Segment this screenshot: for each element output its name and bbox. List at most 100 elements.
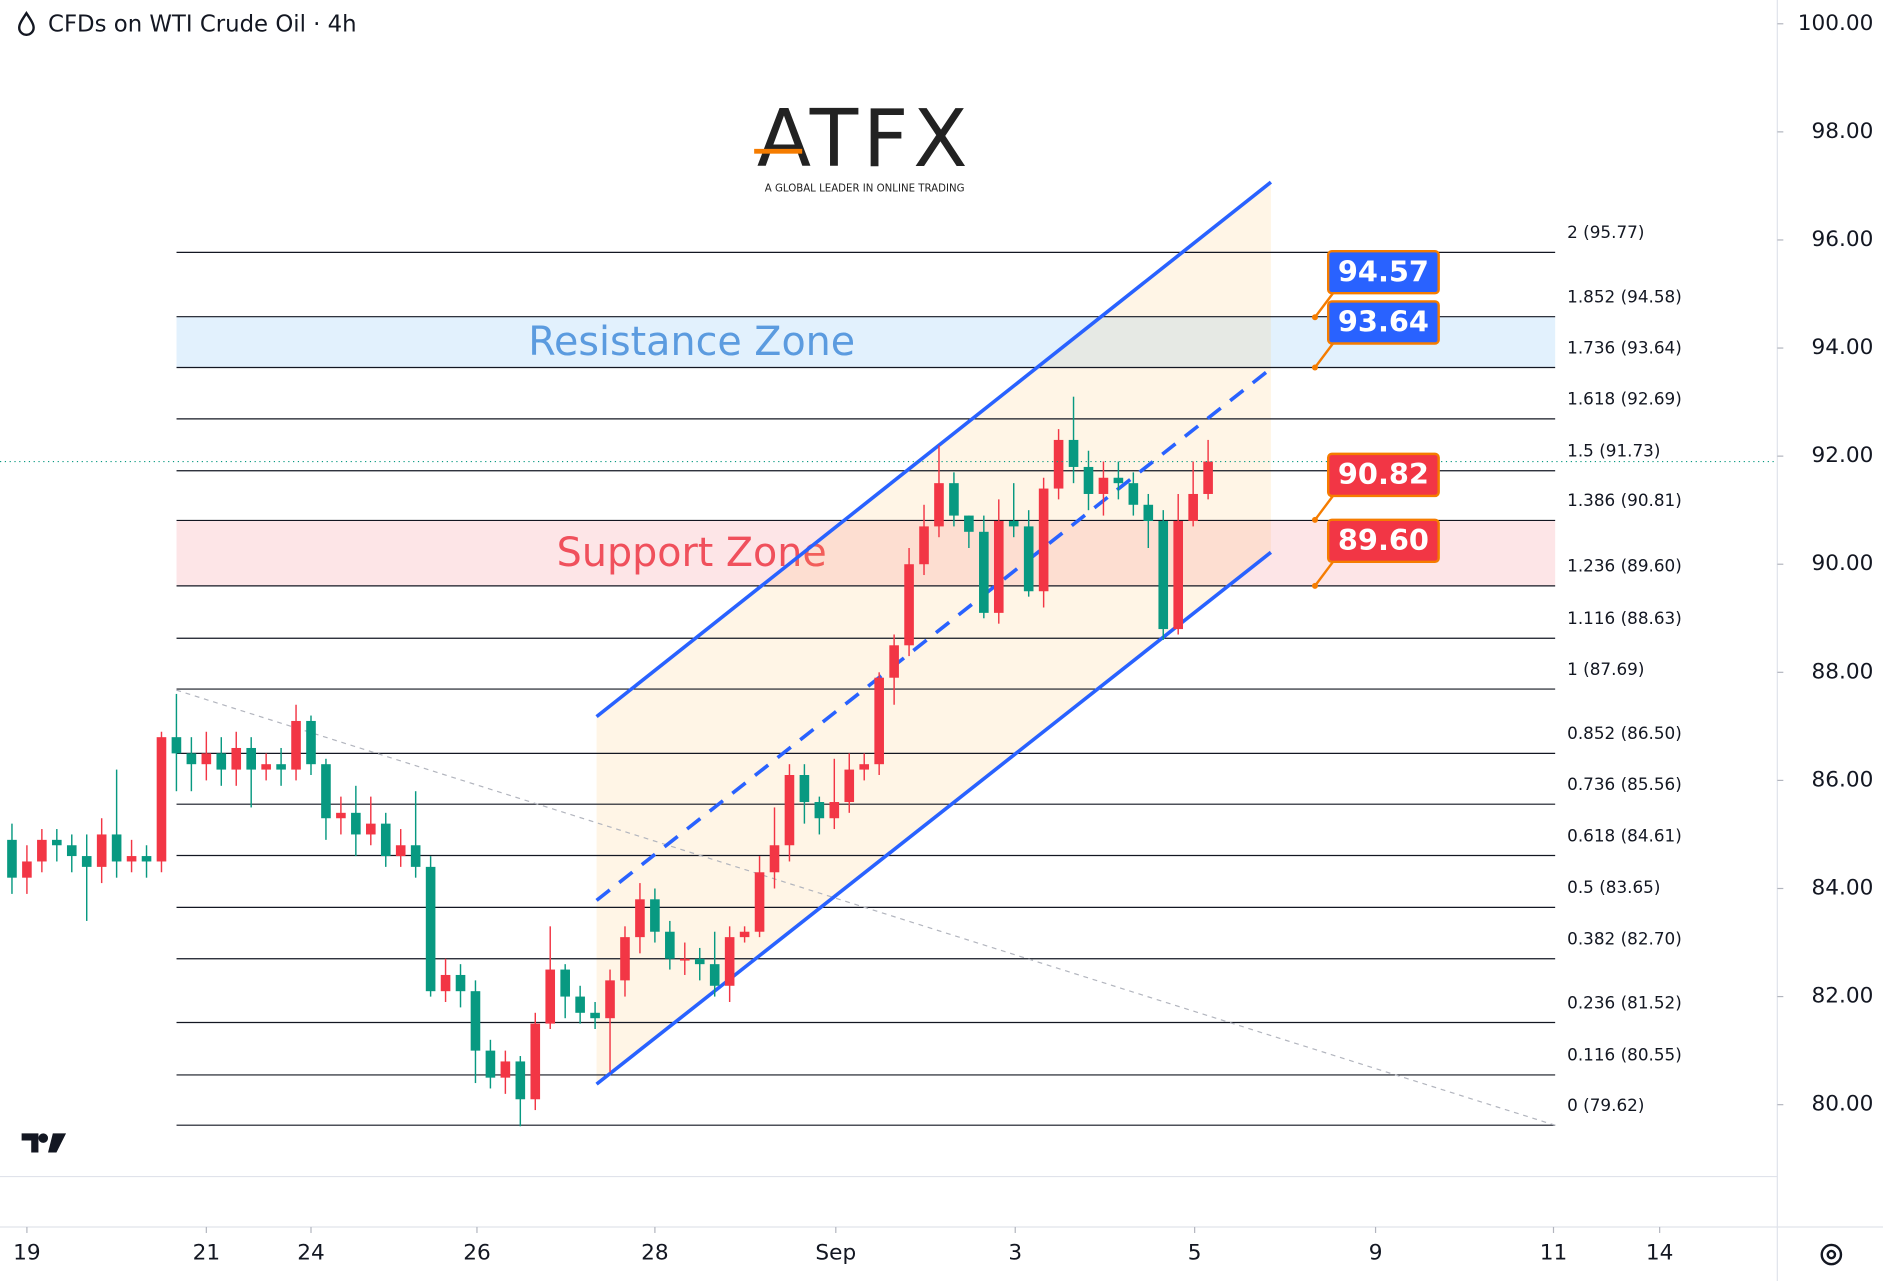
candle-body [1173,520,1184,630]
fib-label: 2 (95.77) [1567,222,1644,242]
tag-box [1326,250,1440,295]
y-tick-label: 80.00 [1812,1092,1874,1117]
candle-body [769,845,780,873]
candle-body [605,980,615,1019]
candle-body [231,747,242,770]
tag-leader [1314,292,1334,318]
candle-body [52,839,62,846]
candle-body [366,823,376,835]
fib-label: 1.236 (89.60) [1567,556,1682,576]
zone [176,316,1556,368]
zone [176,520,1556,586]
channel-lower [595,550,1273,1086]
candle-body [201,753,212,765]
logo: ATFX [757,92,973,185]
candle-body [66,845,77,857]
candle-body [1143,504,1154,521]
y-tick-label: 82.00 [1812,984,1874,1009]
candle-body [1008,520,1019,527]
x-tick-label: 9 [1369,1240,1383,1265]
fib-label: 1 (87.69) [1567,659,1644,679]
settings-icon[interactable] [1820,1243,1843,1266]
candle-body [1083,466,1094,494]
candle-body [500,1061,511,1078]
candle-body [515,1061,526,1100]
y-tick-label: 92.00 [1812,443,1874,468]
candle-body [560,969,570,997]
x-tick-label: 11 [1540,1240,1568,1265]
fib-label: 1.618 (92.69) [1567,389,1682,409]
tag-anchor [1311,582,1318,589]
candle-body [814,802,825,819]
candle-body [949,483,959,516]
x-tick-label: 5 [1188,1240,1202,1265]
candle-body [979,531,989,613]
tag-box [1326,518,1440,564]
candle-body [22,861,32,878]
y-tick-label: 94.00 [1812,335,1874,360]
candle-body [96,834,107,867]
candle-body [635,899,645,938]
candle-body [37,839,47,862]
candle-body [665,931,675,959]
candle-body [1068,439,1079,467]
y-tick-label: 90.00 [1812,551,1874,576]
candle-body [380,823,391,857]
fib-label: 0.382 (82.70) [1567,929,1682,949]
candle-body [934,483,944,527]
candle-body [216,753,227,770]
candle-body [455,974,466,992]
tag-leader [1314,495,1334,521]
candle-body [829,802,840,819]
tags-layer: 94.57 93.64 90.82 89.60 [1311,250,1440,589]
candle-body [141,856,152,862]
chart-title: CFDs on WTI Crude Oil · 4h [48,12,357,38]
candle-body [679,958,690,961]
fib-label: 1.116 (88.63) [1567,608,1682,628]
axes-layer: 80.00 82.00 84.00 86.00 88.00 90.00 92.00 94.00… [13,11,1873,1266]
candle-body [1113,477,1124,484]
candle-body [291,720,301,770]
candle-body [904,564,914,646]
candle-body [81,856,92,867]
candle-body [186,753,197,765]
candle-body [470,991,481,1051]
zone-label: Resistance Zone [528,319,855,365]
symbol-icon [18,11,35,36]
candle-body [1128,483,1139,505]
fib-label: 1.852 (94.58) [1567,286,1682,306]
fib-label: 1.5 (91.73) [1567,441,1660,461]
candle-body [111,834,122,862]
y-tick-label: 96.00 [1812,227,1874,252]
candle-body [724,937,735,986]
tag-label: 94.57 [1338,254,1429,288]
logo-accent [754,148,803,154]
candle-body [590,1012,600,1019]
tag-box [1326,452,1440,498]
x-tick-label: 19 [13,1240,41,1265]
candle-body [1023,526,1034,592]
tag-box [1326,300,1440,345]
x-tick-label: 21 [193,1240,221,1265]
y-tick-label: 84.00 [1812,875,1874,900]
candle-body [336,812,346,819]
candle-body [321,764,331,819]
candle-body [1038,488,1049,592]
candle-body [126,856,137,862]
tag-label: 93.64 [1338,305,1429,339]
fib-label: 0.736 (85.56) [1567,774,1682,794]
tag-anchor [1311,516,1318,523]
candle-body [276,764,286,770]
fib-layer: 2 (95.77) 1.852 (94.58) 1.736 (93.64) 1.618… [176,222,1682,1126]
candle-body [709,964,720,986]
tag-anchor [1311,314,1318,321]
y-tick-label: 100.00 [1798,11,1874,36]
candle-body [440,974,451,992]
candle-body [620,937,630,981]
settings-icon-core [1826,1249,1837,1260]
candle-body [171,737,182,754]
candle-body [799,774,810,803]
